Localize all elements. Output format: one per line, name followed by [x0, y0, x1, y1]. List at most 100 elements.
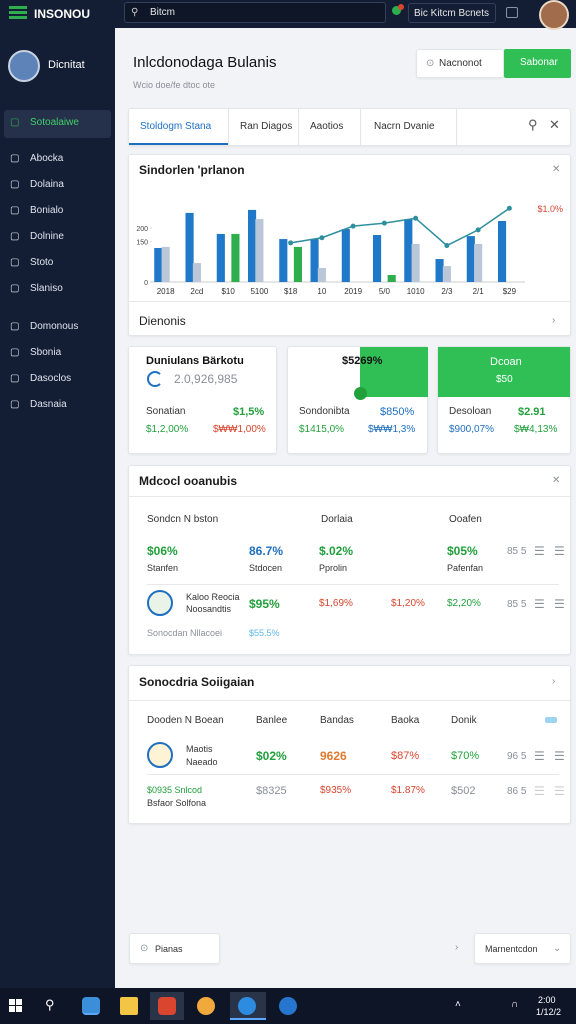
list-icon[interactable]: ☰	[554, 749, 565, 763]
nav-icon: ▢	[10, 117, 20, 128]
chevron[interactable]: ›	[552, 676, 556, 687]
close-icon[interactable]: ✕	[552, 164, 561, 175]
line-point	[319, 235, 325, 241]
tab-label: Nacrn Dvanie	[374, 121, 435, 132]
cell: $2,20%	[447, 598, 481, 609]
tray-arrow[interactable]: ˄	[455, 999, 461, 1010]
chevron[interactable]: ›	[552, 315, 556, 326]
nav-icon: ▢	[10, 283, 20, 294]
row-icon	[147, 742, 173, 768]
secondary-button[interactable]: ⊙ Nacnonot	[416, 49, 504, 78]
menu-icon[interactable]	[9, 6, 27, 9]
tray-icon[interactable]: ∩	[511, 999, 519, 1010]
top-button-label: Bic Kitcm Bcnets	[414, 8, 490, 19]
cell: $87%	[391, 750, 420, 762]
cell-label: Maotis	[186, 744, 213, 754]
button-label: Sabonar	[520, 57, 558, 68]
app-icon[interactable]	[197, 997, 215, 1015]
tab[interactable]: Ran Diagos	[228, 109, 298, 145]
row-icon	[147, 590, 173, 616]
app-icon[interactable]	[238, 997, 256, 1015]
column-header: Donik	[451, 715, 477, 726]
list-icon[interactable]: ☰	[554, 544, 565, 558]
stat-sub: $900,07%	[449, 424, 495, 435]
nav-icon: ▢	[10, 321, 20, 332]
chart: 0 150 200 2018 2cd $10 5100 $18 10 2019 5/0 1010 2/3…	[136, 204, 563, 296]
cell: $1,20%	[391, 598, 425, 609]
nav-item[interactable]: Stoto	[30, 257, 54, 268]
nav-item[interactable]: Abocka	[30, 153, 64, 164]
divider	[129, 301, 570, 302]
nav-item[interactable]: Sbonia	[30, 347, 62, 358]
app-icon[interactable]	[158, 997, 176, 1015]
app-icon[interactable]	[279, 997, 297, 1015]
list-icon[interactable]: ☰	[534, 597, 545, 611]
x-tick-label: 5100	[250, 287, 268, 296]
nav-item[interactable]: Dasnaia	[30, 399, 67, 410]
footer-button[interactable]: ⊙ Pianas	[129, 933, 220, 964]
chart-card-title: Sindorlen 'prlanon	[139, 163, 245, 177]
footer-button[interactable]: Marnentcdon ⌄	[474, 933, 571, 964]
close-icon[interactable]: ✕	[552, 475, 561, 486]
cell-label: Pprolin	[319, 563, 348, 573]
bar	[248, 209, 257, 282]
nav-item[interactable]: Domonous	[30, 321, 79, 332]
list-icon[interactable]: ☰	[554, 597, 565, 611]
column-header: Bandas	[320, 715, 354, 726]
search-box[interactable]: ⚲ Bitcm	[124, 2, 386, 23]
line-point	[288, 240, 294, 246]
column-header: Baoka	[391, 715, 420, 726]
primary-button[interactable]: Sabonar	[504, 49, 571, 78]
nav-item[interactable]: Dasoclos	[30, 373, 72, 384]
bar	[442, 266, 451, 282]
bar	[404, 219, 413, 282]
cell: $1,69%	[319, 598, 353, 609]
column-header: Dorlaia	[321, 514, 353, 525]
cell: 86 5	[507, 786, 527, 797]
stat-highlight	[360, 347, 428, 397]
nav-item[interactable]: Dolnine	[30, 231, 64, 242]
table-title: Mdcocl ooanubis	[139, 474, 238, 488]
bar	[231, 233, 240, 282]
cell: 9626	[320, 749, 347, 763]
clock-time: 2:00	[538, 995, 556, 1005]
tab[interactable]: Nacrn Dvanie	[360, 109, 457, 145]
stat-value: $1,5%	[233, 406, 265, 418]
list-icon[interactable]: ☰	[554, 784, 565, 798]
list-icon[interactable]: ☰	[534, 784, 545, 798]
nav-icon: ▢	[10, 373, 20, 384]
avatar[interactable]	[539, 0, 569, 30]
app-icon[interactable]	[82, 997, 100, 1015]
tab[interactable]: Stoldogm Stana	[129, 109, 228, 145]
chevron[interactable]: ›	[455, 942, 459, 953]
nav-item[interactable]: Dolaina	[30, 179, 64, 190]
nav-icon: ▢	[10, 153, 20, 164]
sort-icon[interactable]	[545, 717, 557, 723]
search-icon[interactable]: ⚲	[528, 117, 538, 132]
stat-icon	[147, 371, 163, 387]
search-icon[interactable]: ⚲	[45, 997, 55, 1012]
bar	[435, 259, 444, 282]
nav-item[interactable]: Bonialo	[30, 205, 64, 216]
column-header: Dooden N Boean	[147, 715, 224, 726]
top-button[interactable]: Bic Kitcm Bcnets	[408, 3, 496, 23]
close-icon[interactable]: ✕	[549, 117, 560, 132]
profile-name: Dicnitat	[48, 59, 85, 71]
x-tick-label: 10	[317, 287, 326, 296]
notification-icon[interactable]	[506, 7, 518, 18]
start-button[interactable]	[9, 999, 22, 1012]
nav-item[interactable]: Sotoalaiwe	[30, 117, 79, 128]
nav-item[interactable]: Slaniso	[30, 283, 63, 294]
list-icon[interactable]: ☰	[534, 749, 545, 763]
cell: $502	[451, 785, 476, 797]
tab[interactable]: Aaotios	[298, 109, 360, 145]
cell: 86.7%	[249, 544, 284, 558]
stat-sub: $1415,0%	[299, 424, 345, 435]
line-point	[506, 205, 512, 211]
app-icon[interactable]	[120, 997, 138, 1015]
stat-value: $2.91	[518, 406, 546, 418]
list-icon[interactable]: ☰	[534, 544, 545, 558]
stat-card: Dcoan $50 Desoloan $2.91 $900,07% $₩4,13…	[437, 346, 571, 454]
x-tick-label: 2018	[157, 287, 175, 296]
